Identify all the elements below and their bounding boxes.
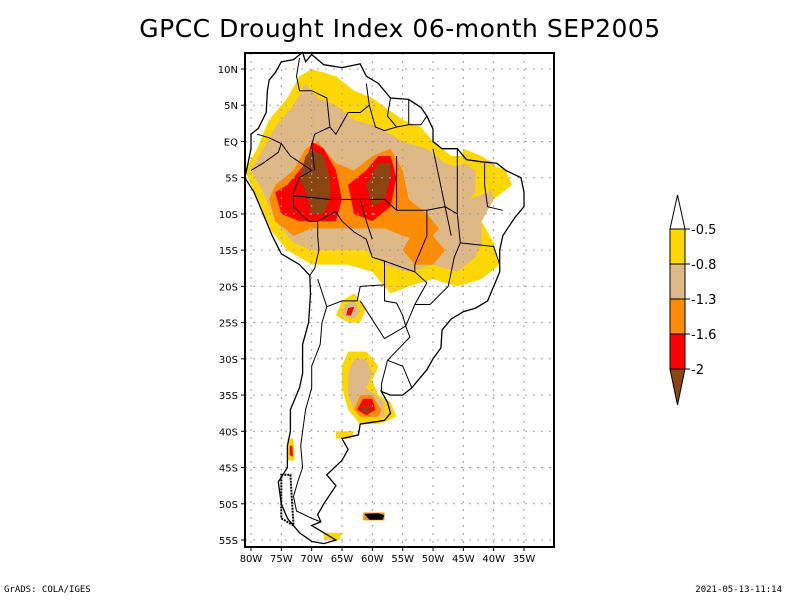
patch-tan-ne — [445, 163, 476, 207]
country-border — [250, 133, 282, 171]
coastline-layer — [244, 51, 525, 545]
country-border — [280, 143, 320, 276]
lat-tick-label: 10S — [219, 210, 238, 221]
patch-brown-west-amazon — [299, 148, 330, 214]
colorbar-swatch — [669, 263, 686, 300]
colorbar-label: -2 — [691, 363, 704, 378]
country-border — [432, 148, 452, 236]
colorbar-legend: -0.5 -0.8 -1.3 -1.6 -2 — [669, 194, 716, 406]
colorbar-label: -0.8 — [691, 258, 716, 273]
country-border — [359, 199, 373, 240]
country-border — [384, 260, 428, 327]
lon-tick-label: 60W — [361, 554, 384, 565]
map-title: GPCC Drought Index 06-month SEP2005 — [139, 14, 661, 43]
lat-tick-label: 45S — [219, 464, 238, 475]
lat-tick-label: 10N — [218, 65, 238, 76]
patch-yellow-tierra-del-fuego — [323, 532, 342, 540]
grads-credit: GrADS: COLA/IGES — [4, 585, 91, 595]
country-border — [292, 306, 328, 523]
grid-layer — [245, 53, 554, 547]
country-border — [484, 163, 503, 211]
country-border — [460, 242, 501, 265]
country-border — [359, 284, 407, 340]
country-border — [414, 148, 461, 305]
country-border — [380, 359, 413, 392]
country-border — [293, 195, 458, 215]
lon-tick-label: 70W — [300, 554, 323, 565]
map-frame — [244, 52, 555, 548]
lon-tick-label: 55W — [391, 554, 414, 565]
country-border — [311, 126, 331, 171]
colorbar-swatch — [669, 228, 686, 265]
lon-tick-label: 80W — [240, 554, 263, 565]
country-border — [414, 210, 428, 272]
timestamp: 2021-05-13-11:14 — [695, 585, 782, 595]
falkland-islands — [364, 513, 385, 520]
lat-tick-label: 15S — [219, 246, 238, 257]
lon-tick-label: 65W — [331, 554, 354, 565]
south-america-coastline — [244, 51, 525, 545]
lat-tick-label: 50S — [219, 500, 238, 511]
colorbar-swatch — [669, 333, 686, 370]
lon-tick-label: 50W — [422, 554, 445, 565]
patch-brown-pampas — [362, 405, 370, 413]
lat-tick-label: 35S — [219, 391, 238, 402]
colorbar-bottom-cap — [669, 368, 686, 406]
lat-tick-label: 20S — [219, 282, 238, 293]
patch-red-north-argentina — [346, 306, 355, 316]
lon-tick-label: 75W — [270, 554, 293, 565]
lat-tick-label: 55S — [219, 536, 238, 547]
lon-tick-label: 40W — [482, 554, 505, 565]
chile-archipelago — [280, 473, 295, 528]
lat-tick-label: 40S — [219, 427, 238, 438]
colorbar-top-cap — [669, 194, 686, 230]
patch-red-chile — [289, 445, 293, 457]
lat-tick-label: 30S — [219, 355, 238, 366]
colorbar-label: -1.6 — [691, 328, 716, 343]
lat-tick-label: 5N — [224, 101, 238, 112]
axis-layer: 10N 5N EQ 5S 10S 15S 20S 25S 30S 35S 40S 45S 50S 55S8… — [218, 65, 536, 565]
colorbar-swatch — [669, 298, 686, 335]
lat-tick-label: EQ — [224, 137, 238, 148]
country-border — [387, 326, 411, 361]
colorbar-label: -1.3 — [691, 293, 716, 308]
colorbar-label: -0.5 — [691, 223, 716, 238]
drought-fill-layer — [244, 69, 512, 540]
patch-orange-central — [402, 228, 446, 265]
country-border — [386, 97, 397, 128]
lon-tick-label: 45W — [452, 554, 475, 565]
lat-tick-label: 5S — [225, 174, 238, 185]
lon-tick-label: 35W — [513, 554, 536, 565]
lat-tick-label: 25S — [219, 319, 238, 330]
